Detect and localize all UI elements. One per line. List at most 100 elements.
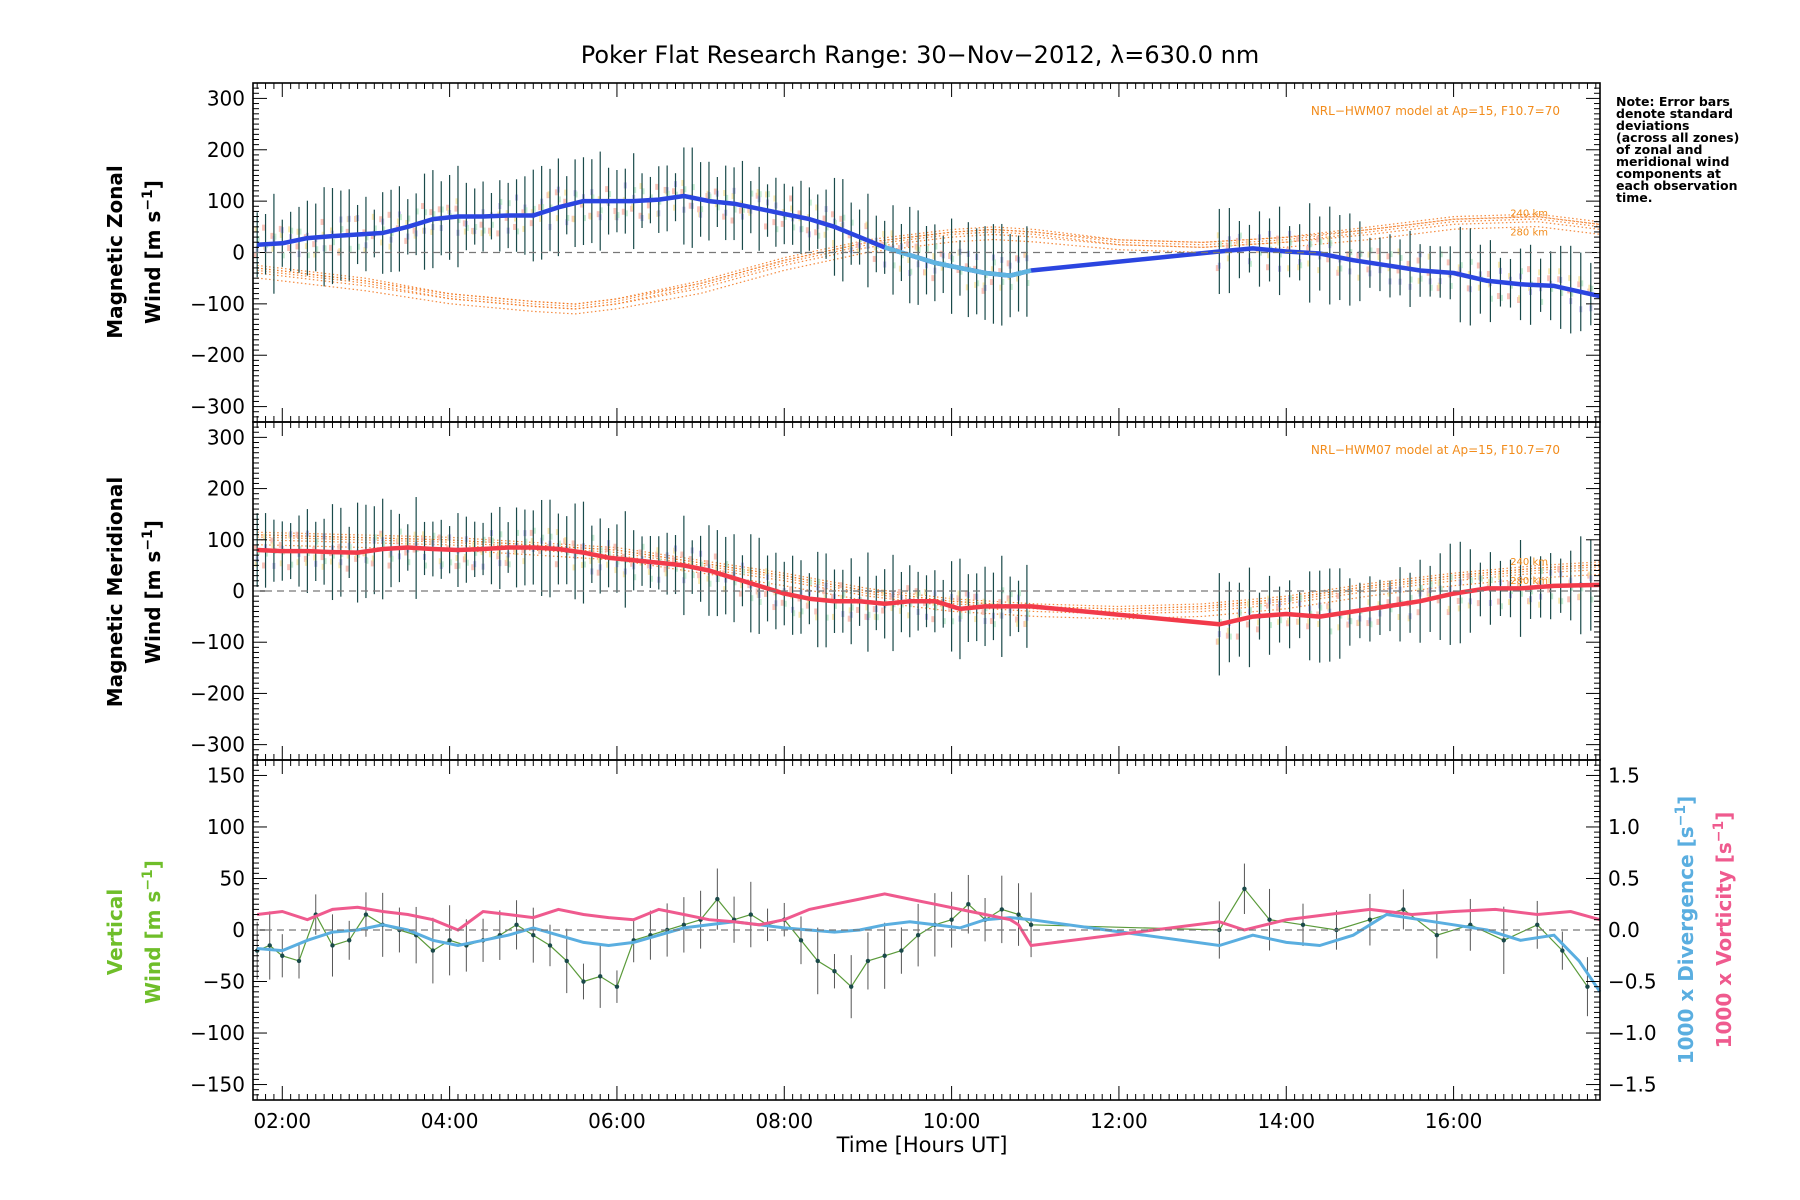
note-line: time. — [1616, 190, 1653, 205]
zone-marker — [1225, 632, 1229, 639]
zone-marker — [646, 562, 650, 569]
zone-marker — [563, 198, 567, 205]
zone-marker — [514, 215, 518, 222]
meridional-ylabel-line2: Wind [m s−1] — [140, 520, 165, 664]
zone-marker — [430, 228, 434, 235]
zone-marker — [529, 220, 533, 227]
divergence-ylabel-sup: −1 — [1673, 805, 1689, 826]
zone-marker — [1527, 266, 1531, 273]
zone-marker — [976, 280, 980, 287]
zone-marker — [822, 588, 826, 595]
zone-marker — [830, 211, 834, 218]
zone-marker — [1377, 254, 1381, 261]
zone-marker — [1437, 282, 1441, 289]
zone-marker — [582, 561, 586, 568]
vertical-wind-point — [581, 979, 586, 984]
zone-marker — [722, 213, 726, 220]
divergence-ylabel-close: ] — [1674, 796, 1698, 805]
zone-marker — [900, 601, 904, 608]
y-tick-label: 100 — [207, 189, 245, 213]
zone-marker — [596, 211, 600, 218]
zone-marker — [666, 190, 670, 197]
zone-marker — [463, 228, 467, 235]
zone-marker — [513, 223, 517, 230]
zone-marker — [1369, 621, 1373, 628]
x-tick-label: 16:00 — [1425, 1109, 1483, 1133]
zone-marker — [547, 191, 551, 198]
zone-marker — [814, 229, 818, 236]
zone-marker — [532, 205, 536, 212]
zone-marker — [1496, 598, 1500, 605]
zone-marker — [638, 212, 642, 219]
altitude-label-240: 240 km — [1510, 557, 1548, 568]
zone-marker — [940, 602, 944, 609]
zone-marker — [522, 558, 526, 565]
zone-marker — [688, 202, 692, 209]
zone-marker — [1336, 269, 1340, 276]
zone-marker — [1266, 602, 1270, 609]
y-tick-label: 0 — [232, 918, 245, 942]
zone-marker — [951, 618, 955, 625]
zone-marker — [959, 268, 963, 275]
vertical-wind-point — [966, 902, 971, 907]
zone-marker — [254, 226, 258, 233]
zone-marker — [572, 216, 576, 223]
zone-marker — [571, 540, 575, 547]
zone-marker — [1479, 575, 1483, 582]
note-line: Note: Error bars — [1616, 94, 1730, 109]
vertical-wind-point — [1501, 938, 1506, 943]
zone-marker — [1248, 260, 1252, 267]
zone-marker — [488, 230, 492, 237]
zone-marker — [380, 533, 384, 540]
zone-marker — [424, 209, 428, 216]
zone-marker — [482, 227, 486, 234]
zone-marker — [313, 251, 317, 258]
zone-marker — [681, 179, 685, 186]
zone-marker — [390, 230, 394, 237]
y-tick-label: −100 — [190, 630, 245, 654]
zone-marker — [262, 562, 266, 569]
zone-marker — [591, 194, 595, 201]
zone-marker — [664, 570, 668, 577]
zone-marker — [1590, 285, 1594, 292]
zone-marker — [673, 204, 677, 211]
zone-marker — [1256, 619, 1260, 626]
zone-marker — [1387, 590, 1391, 597]
zone-marker — [909, 268, 913, 275]
y-tick-label: 0 — [232, 241, 245, 265]
zone-marker — [688, 556, 692, 563]
zone-marker — [783, 600, 787, 607]
zone-marker — [440, 206, 444, 213]
zone-marker — [931, 275, 935, 282]
zone-marker — [655, 551, 659, 558]
zone-marker — [731, 193, 735, 200]
zone-marker — [850, 604, 854, 611]
zone-marker — [951, 255, 955, 262]
meridional-ylabel-sup: −1 — [140, 529, 156, 550]
zone-marker — [1409, 594, 1413, 601]
meridional-ylabel-line1: Magnetic Meridional — [103, 477, 127, 707]
zone-marker — [1540, 298, 1544, 305]
zone-marker — [633, 574, 637, 581]
zone-marker — [989, 279, 993, 286]
zone-marker — [529, 529, 533, 536]
zone-marker — [1386, 253, 1390, 260]
x-tick-label: 02:00 — [253, 1109, 311, 1133]
zone-marker — [1580, 585, 1584, 592]
model-label: NRL−HWM07 model at Ap=15, F10.7=70 — [1311, 104, 1560, 118]
zone-marker — [446, 204, 450, 211]
model-curve — [257, 531, 1601, 608]
zone-marker — [357, 243, 361, 250]
zone-marker — [1337, 266, 1341, 273]
zone-marker — [965, 598, 969, 605]
zone-marker — [1387, 265, 1391, 272]
zone-marker — [842, 591, 846, 598]
zone-marker — [472, 541, 476, 548]
zone-marker — [331, 239, 335, 246]
zone-marker — [1416, 609, 1420, 616]
meridional-ylabel-close: ] — [141, 520, 165, 529]
zone-marker — [554, 561, 558, 568]
zone-marker — [521, 209, 525, 216]
zone-marker — [522, 225, 526, 232]
zone-marker — [1346, 251, 1350, 258]
